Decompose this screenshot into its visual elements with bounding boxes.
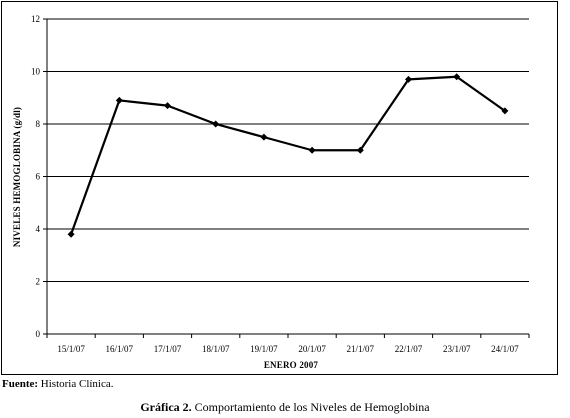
y-tick-label: 2	[36, 277, 41, 287]
x-tick-label: 23/1/07	[443, 344, 471, 354]
x-tick-label: 24/1/07	[491, 344, 519, 354]
data-point	[67, 230, 75, 238]
y-tick-label: 12	[31, 14, 40, 24]
x-tick-label: 22/1/07	[395, 344, 423, 354]
x-tick-label: 16/1/07	[106, 344, 134, 354]
data-point	[356, 146, 364, 154]
y-tick-label: 6	[36, 172, 41, 182]
y-tick-label: 8	[36, 119, 41, 129]
chart-frame: 0 2 4 6 8 10 12 15/1/07 16/1/07 17/1/07 18/1/07 19…	[1, 1, 558, 375]
series-line	[70, 75, 506, 235]
data-point	[453, 73, 461, 81]
x-axis-title: ENERO 2007	[264, 360, 319, 370]
caption-text: Comportamiento de los Niveles de Hemoglo…	[191, 400, 430, 414]
data-point	[260, 133, 268, 141]
series	[67, 73, 509, 238]
line-chart: 0 2 4 6 8 10 12 15/1/07 16/1/07 17/1/07 18/1/07 19…	[12, 14, 530, 370]
caption-number: Gráfica 2.	[140, 400, 192, 414]
x-tick-label: 20/1/07	[298, 344, 326, 354]
source-label: Fuente:	[2, 378, 39, 390]
axes	[43, 18, 530, 338]
data-point	[405, 75, 412, 83]
y-tick-labels: 0 2 4 6 8 10 12	[31, 14, 41, 339]
x-tick-label: 21/1/07	[347, 344, 375, 354]
x-tick-labels: 15/1/07 16/1/07 17/1/07 18/1/07 19/1/07 20/1/…	[57, 344, 519, 354]
y-tick-label: 4	[36, 224, 41, 234]
source-note: Fuente: Historia Clínica.	[2, 378, 114, 390]
data-point	[308, 146, 316, 154]
y-axis-title: NIVELES HEMOGLOBINA (g/dl)	[12, 107, 22, 247]
data-point	[164, 102, 171, 110]
y-tick-label: 0	[36, 329, 41, 339]
y-tick-label: 10	[31, 67, 41, 77]
x-tick-label: 19/1/07	[250, 344, 278, 354]
x-tick-label: 17/1/07	[154, 344, 182, 354]
figure-caption: Gráfica 2. Comportamiento de los Niveles…	[0, 400, 570, 415]
gridlines	[47, 18, 529, 282]
data-point	[212, 120, 220, 128]
x-tick-label: 15/1/07	[57, 344, 85, 354]
source-text: Historia Clínica.	[38, 378, 114, 390]
x-tick-label: 18/1/07	[202, 344, 230, 354]
data-point	[501, 107, 509, 115]
data-point	[115, 96, 123, 104]
